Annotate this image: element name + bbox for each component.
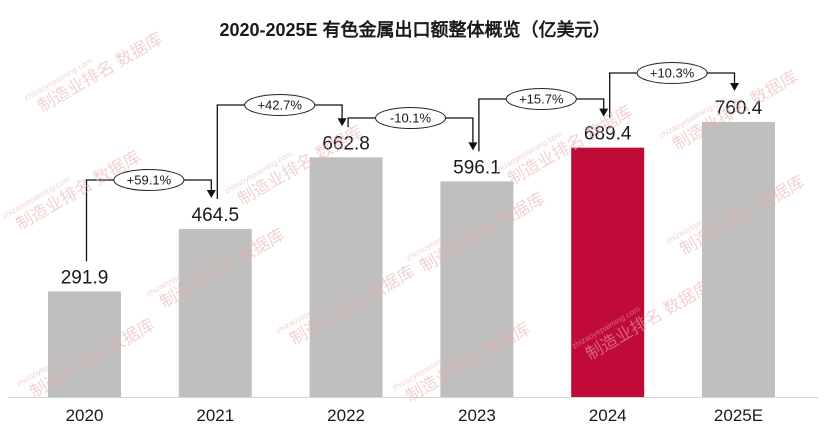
- bar-2023: [440, 181, 514, 397]
- value-label-2024: 689.4: [584, 124, 632, 145]
- value-label-2022: 662.8: [322, 133, 370, 154]
- watermark-text: 制造业排名 数据库: [13, 147, 144, 234]
- bar-2024: [571, 147, 645, 397]
- arrowhead-icon: [468, 142, 478, 151]
- value-label-2021: 464.5: [192, 205, 240, 226]
- bar-2022: [309, 157, 383, 397]
- bar-2020: [48, 291, 121, 397]
- arrowhead-icon: [730, 82, 739, 91]
- growth-label: +15.7%: [519, 92, 564, 107]
- growth-label: +42.7%: [257, 98, 302, 113]
- growth-pill: [375, 107, 446, 129]
- chart-title: 2020-2025E 有色金属出口额整体概览（亿美元）: [219, 19, 610, 40]
- arrowhead-icon: [599, 108, 609, 117]
- x-tick-label-2024: 2024: [589, 406, 627, 425]
- growth-pill: [113, 169, 185, 191]
- growth-pill: [505, 88, 577, 110]
- arrowhead-icon: [337, 118, 347, 127]
- x-tick-label-2025e: 2025E: [714, 406, 763, 425]
- bar-2025e: [702, 121, 775, 397]
- growth-arrow-1: +59.1%: [85, 169, 216, 262]
- value-label-2023: 596.1: [453, 157, 501, 178]
- x-tick-label-2022: 2022: [327, 406, 365, 425]
- x-tick-label-2020: 2020: [66, 406, 104, 425]
- bar-series: 291.9 2020 464.5 2021 662.8 2022 596.1 2023 689.…: [48, 98, 775, 425]
- growth-arrow-4: +15.7%: [478, 88, 609, 152]
- x-tick-label-2023: 2023: [458, 406, 496, 425]
- arrowhead-icon: [206, 189, 216, 198]
- x-tick-label-2021: 2021: [196, 406, 234, 425]
- bar-2021: [178, 228, 252, 397]
- growth-pill: [636, 62, 708, 84]
- value-label-2020: 291.9: [61, 267, 109, 288]
- growth-pill: [244, 94, 316, 116]
- growth-label: +59.1%: [127, 173, 172, 188]
- growth-annotations: +59.1% +42.7% -10.1% +15.7% +10.3%: [85, 62, 739, 262]
- growth-label: -10.1%: [390, 111, 432, 126]
- value-label-2025e: 760.4: [715, 98, 763, 119]
- watermark-text: 制造业排名 数据库: [35, 29, 166, 116]
- growth-arrow-5: +10.3%: [609, 62, 739, 118]
- growth-arrow-3: -10.1%: [347, 107, 478, 151]
- growth-label: +10.3%: [650, 66, 695, 81]
- growth-arrow-2: +42.7%: [216, 94, 347, 199]
